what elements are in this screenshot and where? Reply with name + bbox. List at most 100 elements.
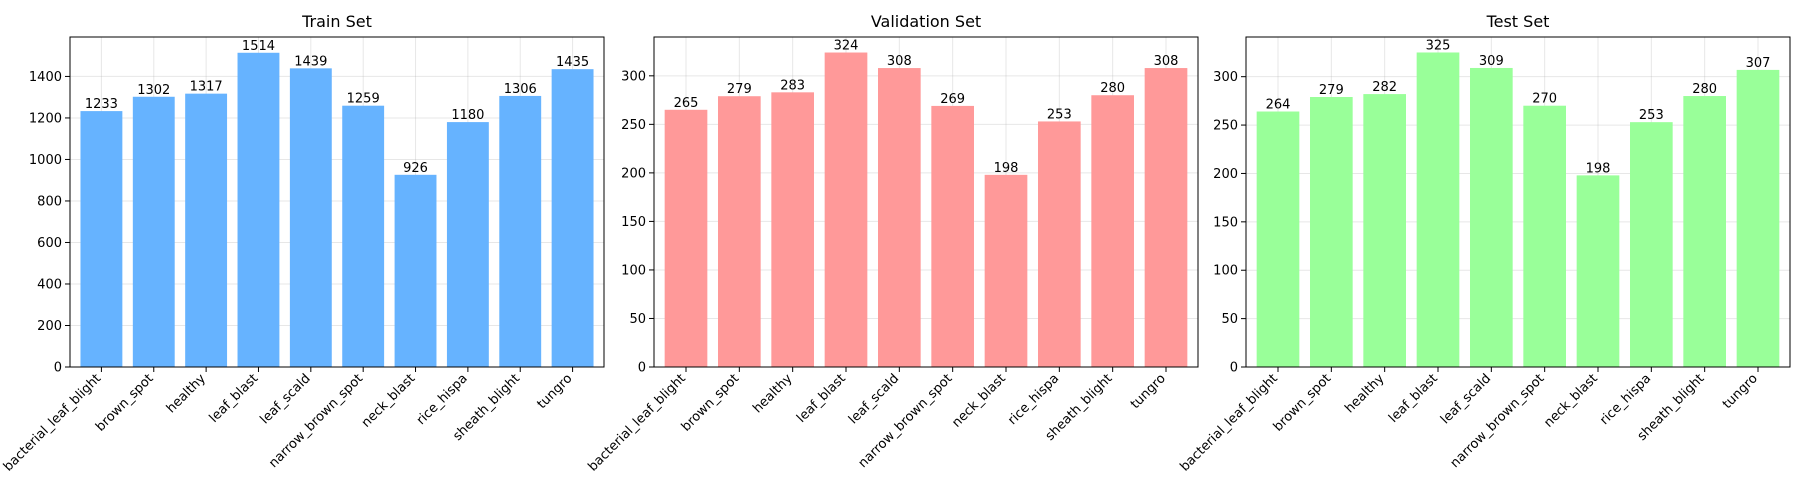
bar-sheath-blight [499, 95, 542, 368]
bar-value-label: 308 [1154, 54, 1179, 69]
bar-neck-blast [984, 174, 1028, 367]
bar-bacterial-leaf-blight [664, 109, 708, 367]
chart-panel-2: 265 279 283 324 308 269 198 253 280 308 0 50 100 150 2… [585, 12, 1199, 475]
bar-bacterial-leaf-blight [80, 111, 123, 368]
bar-rice-hispa [1038, 121, 1081, 367]
axes-frame [69, 36, 605, 368]
y-tick-label: 150 [1213, 215, 1238, 230]
bar-tungro [551, 69, 594, 368]
bar-value-label: 283 [780, 78, 805, 93]
bar-value-label: 1317 [190, 80, 223, 95]
bar-sheath-blight [1683, 96, 1726, 367]
y-tick-label: 200 [1213, 167, 1238, 182]
x-tick-label: brown_spot [679, 371, 742, 434]
x-tick-label: brown_spot [1271, 371, 1334, 434]
bar-value-label: 253 [1639, 108, 1664, 123]
bar-leaf-scald [1470, 67, 1513, 367]
x-tick-label: narrow_brown_spot [266, 371, 366, 471]
bar-healthy [771, 92, 814, 367]
bar-value-label: 279 [1319, 83, 1344, 98]
y-tick-label: 100 [1213, 264, 1238, 279]
bar-value-label: 280 [1692, 82, 1717, 97]
x-tick-label: neck_blast [359, 371, 418, 430]
bar-value-label: 307 [1746, 56, 1771, 71]
x-tick-label: bacterial_leaf_blight [1, 371, 104, 474]
y-tick-label: 400 [37, 277, 62, 292]
y-tick-label: 250 [1213, 119, 1238, 134]
bar-value-label: 324 [834, 39, 859, 54]
bar-leaf-blast [824, 52, 868, 367]
bar-leaf-blast [1416, 52, 1460, 367]
chart-title: Validation Set [871, 12, 981, 31]
y-tick-label: 300 [621, 69, 646, 84]
y-tick-label: 150 [621, 215, 646, 230]
chart-panel-1: 1233 1302 1317 1514 1439 1259 926 1180 1306 1435 0… [1, 12, 605, 475]
y-tick-label: 300 [1213, 70, 1238, 85]
x-tick-label: leaf_scald [258, 371, 314, 427]
y-tick-label: 50 [1221, 312, 1238, 327]
x-tick-label: healthy [164, 371, 209, 416]
x-tick-label: leaf_blast [794, 371, 849, 426]
x-tick-label: bacterial_leaf_blight [585, 371, 688, 474]
bar-value-label: 1233 [85, 97, 118, 112]
bar-value-label: 325 [1426, 38, 1451, 53]
bar-neck-blast [1576, 175, 1620, 367]
bar-value-label: 309 [1479, 54, 1504, 69]
x-tick-label: neck_blast [949, 371, 1008, 430]
y-tick-label: 0 [638, 361, 646, 376]
y-tick-label: 0 [1230, 361, 1238, 376]
x-tick-label: rice_hispa [1597, 371, 1654, 428]
bar-value-label: 280 [1100, 81, 1125, 96]
bar-value-label: 1302 [137, 83, 170, 98]
x-tick-label: tungro [1720, 371, 1761, 412]
x-tick-label: tungro [1128, 371, 1169, 412]
chart-title: Train Set [301, 12, 372, 31]
bar-value-label: 1439 [294, 54, 327, 69]
bar-value-label: 1306 [504, 82, 537, 97]
axes-frame [653, 36, 1199, 368]
bar-bacterial-leaf-blight [1256, 111, 1300, 367]
bar-value-label: 264 [1266, 98, 1291, 113]
chart-title: Test Set [1486, 12, 1550, 31]
x-tick-label: leaf_scald [846, 371, 902, 427]
axes-frame [1245, 36, 1791, 368]
bar-narrow-brown-spot [931, 105, 974, 367]
y-tick-label: 600 [37, 236, 62, 251]
bar-rice-hispa [1630, 122, 1673, 368]
bar-value-label: 1435 [556, 55, 589, 70]
bar-value-label: 269 [940, 92, 965, 107]
bar-value-label: 198 [1586, 161, 1611, 176]
x-tick-label: rice_hispa [1005, 371, 1062, 428]
x-tick-label: rice_hispa [414, 371, 471, 428]
x-tick-label: narrow_brown_spot [856, 371, 956, 471]
bar-narrow-brown-spot [342, 105, 385, 367]
bar-leaf-scald [878, 68, 921, 367]
x-tick-label: bacterial_leaf_blight [1177, 371, 1280, 474]
y-tick-label: 200 [37, 319, 62, 334]
x-tick-label: narrow_brown_spot [1448, 371, 1548, 471]
bar-value-label: 926 [403, 161, 428, 176]
bar-tungro [1144, 68, 1188, 367]
bar-value-label: 198 [994, 161, 1019, 176]
bar-value-label: 1514 [242, 39, 275, 54]
y-tick-label: 800 [37, 194, 62, 209]
x-tick-label: leaf_scald [1438, 371, 1494, 427]
bar-value-label: 1180 [451, 108, 484, 123]
bar-value-label: 253 [1047, 107, 1072, 122]
y-tick-label: 0 [54, 361, 62, 376]
bar-healthy [1363, 94, 1406, 367]
bar-healthy [185, 93, 228, 368]
y-tick-label: 1200 [29, 111, 62, 126]
y-tick-label: 200 [621, 166, 646, 181]
bar-value-label: 279 [727, 82, 752, 97]
x-tick-label: neck_blast [1541, 371, 1600, 430]
y-tick-label: 50 [629, 312, 646, 327]
bar-value-label: 308 [887, 54, 912, 69]
bar-neck-blast [394, 174, 437, 367]
bar-brown-spot [718, 96, 761, 368]
bar-leaf-blast [237, 52, 280, 367]
bar-sheath-blight [1091, 95, 1134, 367]
bar-value-label: 265 [674, 96, 699, 111]
bar-brown-spot [132, 96, 175, 367]
bar-value-label: 282 [1372, 80, 1397, 95]
